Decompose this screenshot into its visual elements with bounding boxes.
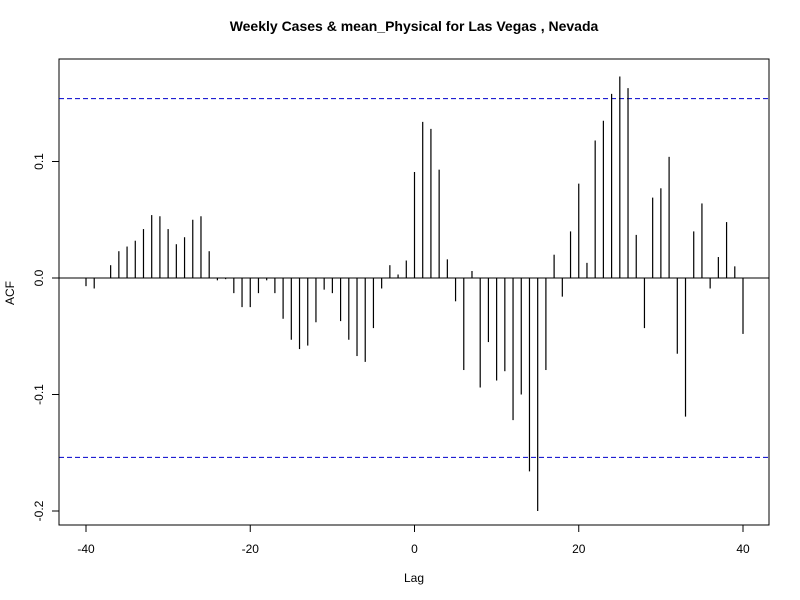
y-axis-label: ACF — [3, 281, 17, 305]
y-tick-label: 0.0 — [32, 269, 46, 286]
x-axis-label: Lag — [404, 571, 424, 585]
y-tick-label: -0.2 — [32, 500, 46, 521]
x-tick-label: -20 — [242, 542, 260, 556]
chart-title: Weekly Cases & mean_Physical for Las Veg… — [230, 18, 599, 34]
y-tick-label: 0.1 — [32, 153, 46, 170]
confidence-bounds — [59, 98, 769, 458]
plot-frame — [58, 58, 770, 526]
y-tick-label: -0.1 — [32, 384, 46, 405]
ccf-bars — [85, 76, 744, 511]
x-tick-label: -40 — [77, 542, 95, 556]
x-tick-label: 40 — [736, 542, 750, 556]
y-axis: -0.2 -0.1 0.0 0.1 — [32, 153, 60, 521]
x-axis: -40 -20 0 20 40 — [77, 524, 750, 556]
x-tick-label: 20 — [572, 542, 586, 556]
x-tick-label: 0 — [411, 542, 418, 556]
